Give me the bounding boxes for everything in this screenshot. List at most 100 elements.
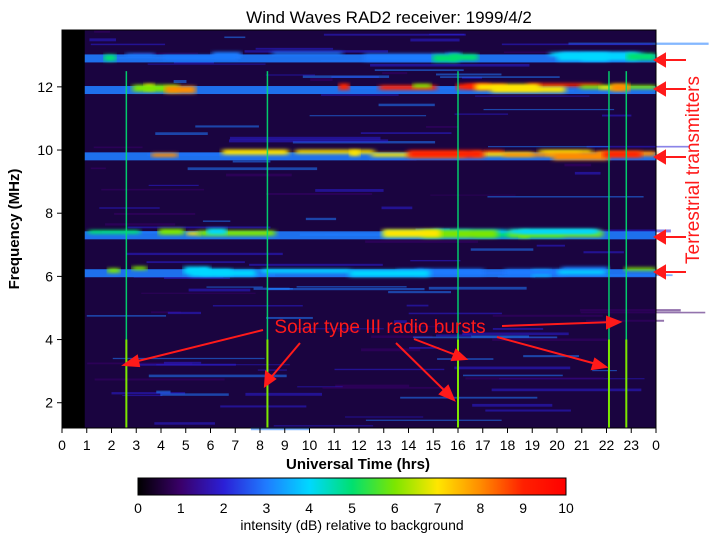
colorbar-label: intensity (dB) relative to background <box>240 517 463 533</box>
x-tick-label: 22 <box>599 437 615 453</box>
tx-arrow-3-head <box>653 149 666 165</box>
noise-streak <box>487 196 644 198</box>
x-tick-label: 7 <box>231 437 239 453</box>
transmitter-band-patch <box>338 83 350 91</box>
noise-streak <box>164 277 230 279</box>
colorbar-tick-label: 9 <box>519 500 527 516</box>
noise-streak <box>122 395 163 397</box>
transmitter-band-patch <box>162 55 238 60</box>
transmitter-band-patch <box>222 149 289 155</box>
noise-streak <box>147 63 266 65</box>
colorbar-tick-label: 2 <box>220 500 228 516</box>
x-tick-label: 13 <box>376 437 392 453</box>
x-tick-label: 23 <box>623 437 639 453</box>
tx-arrow-4-head <box>653 229 666 245</box>
noise-streak <box>315 189 384 192</box>
noise-streak <box>429 33 465 36</box>
noise-streak <box>492 327 544 330</box>
x-tick-label: 2 <box>108 437 116 453</box>
noise-streak <box>267 287 425 291</box>
noise-streak <box>155 132 208 135</box>
noise-streak <box>101 188 205 191</box>
noise-streak <box>220 405 307 408</box>
noise-streak <box>296 286 407 288</box>
noise-streak <box>483 108 615 111</box>
transmitter-band-patch <box>610 83 630 92</box>
x-tick-label: 14 <box>401 437 417 453</box>
transmitter-band-patch <box>407 150 485 158</box>
colorbar-tick-label: 6 <box>391 500 399 516</box>
noise-streak <box>485 409 571 412</box>
transmitter-band-patch <box>349 150 361 157</box>
colorbar: 0 1 2 3 4 5 6 7 8 9 10 intensity (dB) relative to … <box>134 477 574 533</box>
annotations: Solar type III radio bursts <box>121 52 704 402</box>
burst-arrow-1-head <box>121 354 141 368</box>
tx-arrow-5-head <box>653 264 666 280</box>
x-tick-label: 10 <box>302 437 318 453</box>
transmitter-band-patch <box>581 54 638 61</box>
noise-streak <box>436 73 502 76</box>
y-axis-ticks: 2 4 6 8 10 12 <box>37 79 62 411</box>
noise-streak <box>406 304 429 307</box>
noise-streak <box>365 240 478 243</box>
noise-streak <box>90 167 106 170</box>
colorbar-tick-label: 0 <box>134 500 142 516</box>
transmitter-band-patch <box>450 53 479 61</box>
noise-streak <box>206 286 263 288</box>
noise-streak <box>257 369 287 371</box>
y-tick-label: 12 <box>37 79 53 95</box>
x-axis-label: Universal Time (hrs) <box>286 456 430 473</box>
burst-arrow-5 <box>496 336 601 366</box>
transmitter-band-patch <box>88 230 140 234</box>
x-tick-label: 12 <box>351 437 367 453</box>
noise-streak <box>408 325 443 328</box>
x-tick-label: 6 <box>207 437 215 453</box>
noise-streak <box>94 30 110 33</box>
transmitter-band <box>62 152 656 161</box>
burst-arrow-2 <box>267 342 301 382</box>
noise-streak <box>127 226 271 229</box>
noise-streak <box>462 332 569 336</box>
transmitter-band-patch <box>538 149 593 154</box>
burst-arrow-6 <box>501 321 615 327</box>
noise-streak <box>413 336 558 339</box>
noise-streak <box>371 335 433 338</box>
noise-streak <box>265 74 315 76</box>
noise-streak <box>370 63 530 67</box>
noise-streak <box>381 206 413 210</box>
noise-streak <box>378 103 435 107</box>
noise-streak <box>163 361 202 364</box>
noise-streak <box>409 346 440 349</box>
noise-streak <box>360 132 452 134</box>
transmitter-band-patch <box>158 228 185 235</box>
colorbar-gradient <box>137 477 567 496</box>
noise-streak <box>465 377 605 380</box>
noise-streak <box>592 370 617 372</box>
noise-streak <box>187 167 318 171</box>
noise-streak <box>436 334 472 337</box>
noise-streak <box>557 229 671 233</box>
x-tick-label: 3 <box>132 437 140 453</box>
noise-streak <box>245 392 323 396</box>
transmitter-band-patch <box>475 83 540 91</box>
noise-streak <box>365 419 502 421</box>
chart-title: Wind Waves RAD2 receiver: 1999/4/2 <box>246 8 532 27</box>
noise-streak <box>382 72 408 75</box>
noise-streak <box>564 163 592 167</box>
burst-arrow-4 <box>413 338 462 358</box>
transmitter-band-patch <box>198 230 276 236</box>
noise-streak <box>151 311 181 314</box>
burst-arrow-1 <box>129 329 264 364</box>
noise-streak <box>173 80 187 84</box>
transmitter-band-patch <box>503 153 555 157</box>
noise-streak <box>388 291 451 294</box>
noise-streak <box>472 403 553 407</box>
noise-streak <box>305 217 337 221</box>
noise-streak <box>125 252 283 256</box>
noise-streak <box>226 173 292 177</box>
transmitter-band-patch <box>558 270 606 275</box>
noise-streak <box>470 248 534 251</box>
transmitter-band-patch <box>349 269 430 277</box>
noise-streak <box>212 305 303 307</box>
tx-arrow-1-head <box>653 52 666 68</box>
